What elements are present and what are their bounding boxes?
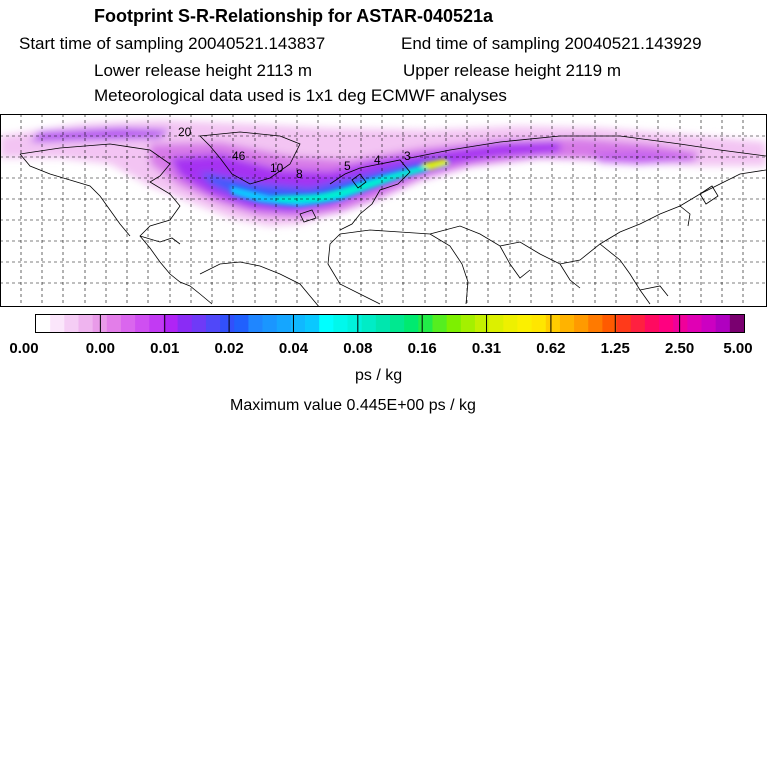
- colorbar-tick-label: 0.31: [471, 340, 502, 357]
- maximum-value-label: Maximum value 0.445E+00 ps / kg: [230, 397, 476, 414]
- colorbar-tick-label: 5.00: [723, 340, 753, 357]
- colorbar-cell: [588, 315, 603, 333]
- footprint-map: 20 46 10 8 5 4 3: [0, 114, 767, 307]
- colorbar-cell: [559, 315, 575, 333]
- colorbar-frame: [35, 314, 745, 333]
- colorbar-tick-label: 0.00: [9, 340, 39, 357]
- colorbar-cell: [687, 315, 702, 333]
- plot-title: Footprint S-R-Relationship for ASTAR-040…: [94, 6, 494, 26]
- footprint-core: [230, 159, 450, 206]
- colorbar-tick-label: 0.01: [150, 340, 180, 357]
- colorbar-cell: [177, 315, 193, 333]
- colorbar-cell: [149, 315, 164, 333]
- colorbar-cell: [347, 315, 363, 333]
- colorbar-tick-label: 0.00: [85, 340, 115, 357]
- met-data-label: Meteorological data used is 1x1 deg ECMW…: [94, 86, 507, 105]
- colorbar-cell: [220, 315, 235, 333]
- colorbar-cell: [163, 315, 178, 333]
- colorbar-cell: [574, 315, 589, 333]
- colorbar-cell: [616, 315, 632, 333]
- colorbar-cell: [205, 315, 221, 333]
- colorbar-cell: [545, 315, 561, 333]
- contour-label: 4: [374, 153, 381, 167]
- end-time-label: End time of sampling 20040521.143929: [401, 34, 702, 53]
- colorbar-tick-label: 0.02: [214, 340, 244, 357]
- colorbar-cell: [248, 315, 263, 333]
- colorbar-cell: [234, 315, 249, 333]
- colorbar-tick-label: 0.16: [407, 340, 437, 357]
- colorbar-cell: [602, 315, 617, 333]
- colorbar-cell: [64, 315, 79, 333]
- colorbar-cell: [701, 315, 717, 333]
- colorbar-tick-label: 2.50: [665, 340, 695, 357]
- upper-height-label: Upper release height 2119 m: [403, 61, 621, 80]
- colorbar-cell: [50, 315, 65, 333]
- colorbar-cell: [276, 315, 292, 333]
- colorbar-tick-label: 0.04: [278, 340, 309, 357]
- colorbar-cell: [630, 315, 646, 333]
- lat-lon-grid: [1, 115, 766, 306]
- colorbar-cell: [36, 315, 51, 333]
- colorbar: [35, 314, 745, 333]
- colorbar-cell: [305, 315, 320, 333]
- units-label: ps / kg: [355, 367, 403, 384]
- map-frame: [0, 114, 767, 307]
- colorbar-cell: [262, 315, 278, 333]
- colorbar-cell: [361, 315, 377, 333]
- colorbar-cell: [659, 315, 674, 333]
- colorbar-cell: [673, 315, 688, 333]
- contour-label: 46: [232, 149, 246, 163]
- colorbar-tick-label: 0.62: [536, 340, 566, 357]
- contour-label: 20: [178, 125, 192, 139]
- colorbar-cell: [446, 315, 462, 333]
- colorbar-cell: [375, 315, 391, 333]
- colorbar-cell: [729, 315, 745, 333]
- colorbar-cell: [474, 315, 490, 333]
- contour-label: 10: [270, 161, 284, 175]
- colorbar-cell: [319, 315, 334, 333]
- colorbar-cell: [489, 315, 504, 333]
- colorbar-tick-label: 0.08: [343, 340, 373, 357]
- colorbar-cell: [78, 315, 94, 333]
- contour-label: 3: [404, 149, 411, 163]
- colorbar-cell: [120, 315, 136, 333]
- colorbar-cell: [432, 315, 448, 333]
- colorbar-cell: [191, 315, 207, 333]
- colorbar-cell: [418, 315, 433, 333]
- colorbar-cell: [404, 315, 419, 333]
- colorbar-cell: [517, 315, 532, 333]
- colorbar-cell: [106, 315, 122, 333]
- colorbar-cell: [503, 315, 518, 333]
- colorbar-tick-label: 1.25: [600, 340, 630, 357]
- colorbar-cell: [715, 315, 731, 333]
- colorbar-cell: [531, 315, 547, 333]
- colorbar-cell: [290, 315, 306, 333]
- lower-height-label: Lower release height 2113 m: [94, 61, 312, 80]
- contour-label: 8: [296, 167, 303, 181]
- colorbar-cell: [390, 315, 405, 333]
- colorbar-cell: [333, 315, 348, 333]
- contour-label: 5: [344, 159, 351, 173]
- colorbar-cell: [135, 315, 150, 333]
- colorbar-cell: [460, 315, 476, 333]
- start-time-label: Start time of sampling 20040521.143837: [19, 34, 326, 53]
- colorbar-cell: [644, 315, 660, 333]
